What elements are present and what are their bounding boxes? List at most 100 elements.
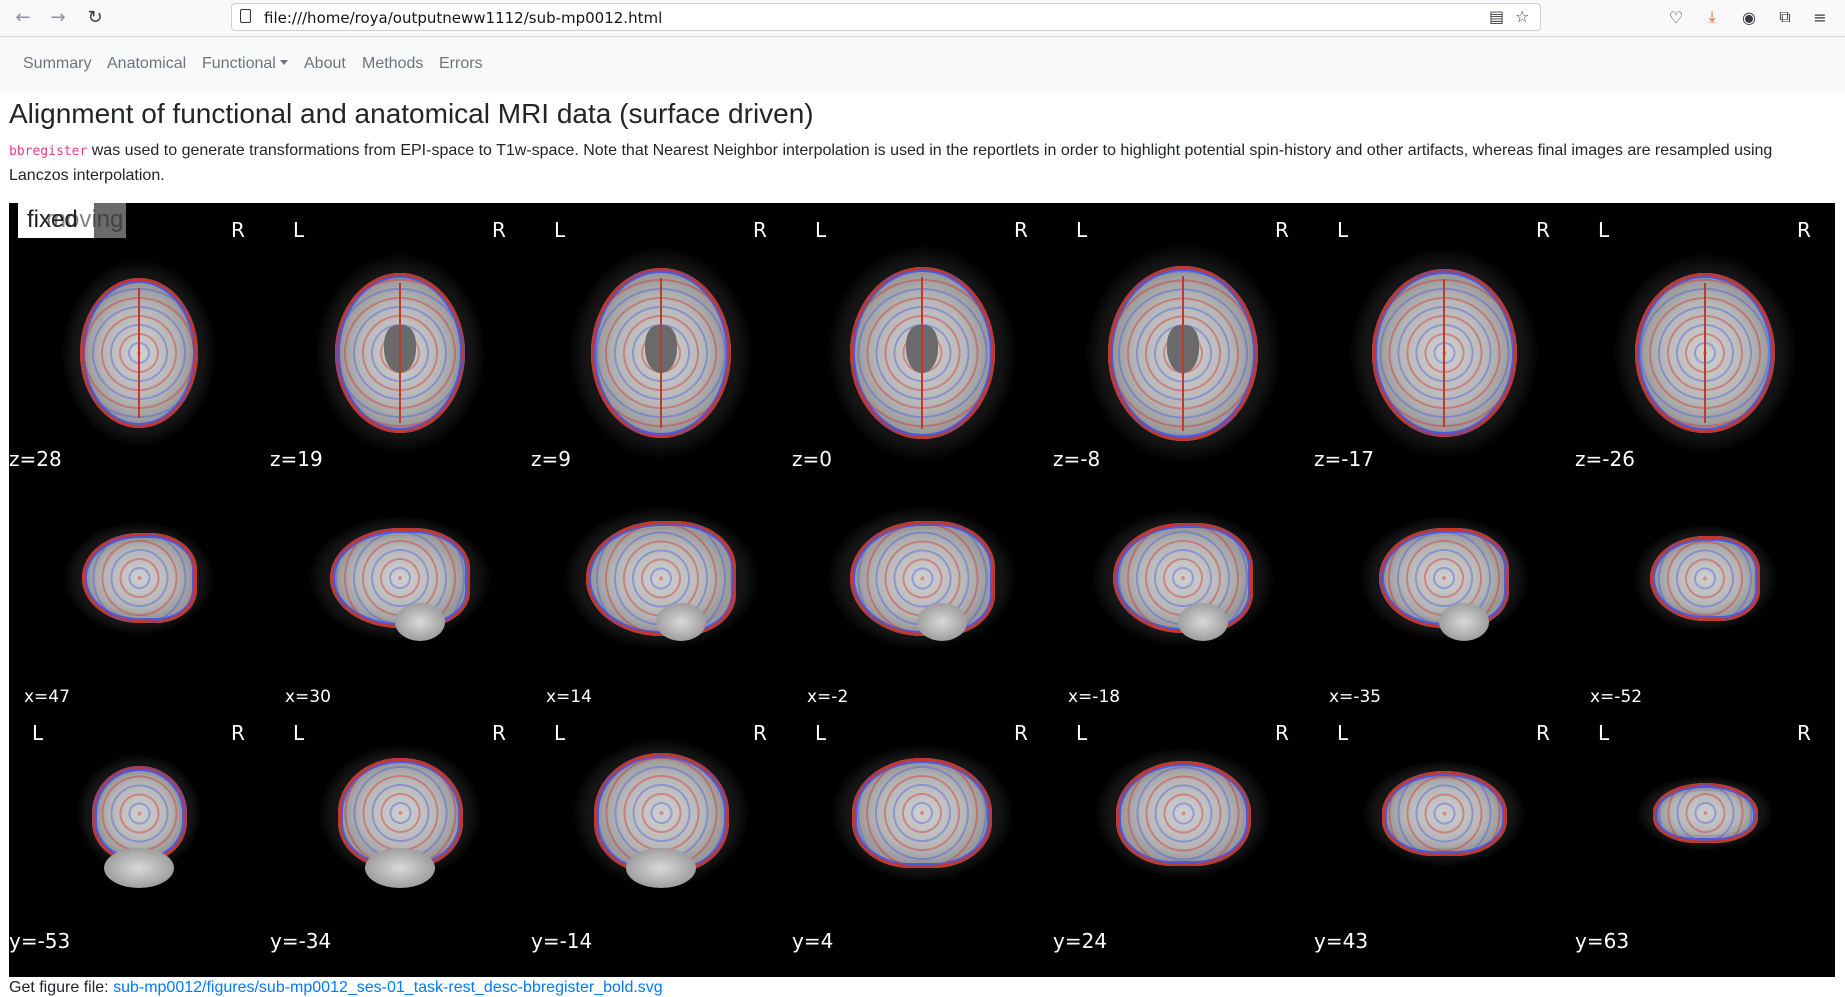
description-text: was used to generate transformations fro… <box>9 142 1773 184</box>
right-orientation-label: R <box>231 218 245 242</box>
download-icon[interactable]: ⤓ <box>1708 7 1716 26</box>
sagittal-brain-slice <box>81 533 197 623</box>
back-arrow-icon[interactable]: ← <box>15 6 31 28</box>
axial-coordinate-label: z=-26 <box>1575 447 1635 471</box>
figure-file-prefix: Get figure file: <box>9 979 109 996</box>
right-orientation-label: R <box>1536 218 1550 242</box>
coronal-coordinate-label: y=4 <box>792 929 834 953</box>
left-orientation-label: L <box>1337 721 1349 745</box>
forward-arrow-icon[interactable]: → <box>50 6 66 28</box>
left-orientation-label: L <box>32 721 44 745</box>
left-orientation-label: L <box>1598 218 1610 242</box>
caret-down-icon <box>279 60 288 65</box>
surface-contours <box>1381 770 1507 856</box>
axial-coordinate-label: z=-8 <box>1053 447 1101 471</box>
nav-methods[interactable]: Methods <box>362 55 424 72</box>
cerebellum <box>365 848 435 888</box>
sagittal-coordinate-label: x=47 <box>24 687 70 707</box>
nav-errors[interactable]: Errors <box>439 55 483 72</box>
cerebellum <box>104 848 174 888</box>
midline <box>1443 279 1445 427</box>
account-icon[interactable]: ◉ <box>1742 7 1756 27</box>
cerebellum <box>656 603 706 641</box>
axial-brain-slice <box>849 267 995 439</box>
coronal-brain-slice <box>1652 783 1758 843</box>
surface-contours <box>81 533 197 623</box>
coronal-coordinate-label: y=24 <box>1053 929 1108 953</box>
surface-contours <box>1115 760 1251 866</box>
toggle-fixed-label: fixed <box>27 206 78 233</box>
coronal-brain-slice <box>852 758 992 868</box>
left-orientation-label: L <box>554 218 566 242</box>
left-orientation-label: L <box>815 218 827 242</box>
coronal-coordinate-label: y=43 <box>1314 929 1369 953</box>
right-orientation-label: R <box>492 218 506 242</box>
nav-functional[interactable]: Functional <box>202 55 288 73</box>
right-orientation-label: R <box>1275 218 1289 242</box>
midline <box>921 277 923 429</box>
toggle-moving-label: moving <box>46 206 124 233</box>
right-orientation-label: R <box>1275 721 1289 745</box>
toggle-fixed-area <box>18 203 94 238</box>
left-orientation-label: L <box>1598 721 1610 745</box>
axial-brain-slice <box>1371 269 1517 437</box>
left-orientation-label: L <box>815 721 827 745</box>
sagittal-coordinate-label: x=14 <box>546 687 592 707</box>
cerebellum <box>395 603 445 641</box>
coronal-coordinate-label: y=-53 <box>9 929 71 953</box>
bookmark-star-icon[interactable]: ☆ <box>1515 7 1530 26</box>
cerebellum <box>626 848 696 888</box>
nav-anatomical[interactable]: Anatomical <box>107 55 187 72</box>
midline <box>1182 275 1184 431</box>
axial-coordinate-label: z=19 <box>270 447 323 471</box>
reload-icon[interactable]: ↻ <box>87 6 103 28</box>
axial-brain-slice <box>1635 273 1775 433</box>
left-orientation-label: L <box>293 721 305 745</box>
surface-contours <box>1652 783 1758 843</box>
url-bar[interactable]: file:///home/roya/outputneww1112/sub-mp0… <box>231 3 1541 31</box>
figure-file-link-row: Get figure file: sub-mp0012/figures/sub-… <box>9 979 663 997</box>
extensions-icon[interactable]: ⧉ <box>1779 7 1791 26</box>
right-orientation-label: R <box>1536 721 1550 745</box>
left-orientation-label: L <box>554 721 566 745</box>
coronal-coordinate-label: y=-14 <box>531 929 593 953</box>
axial-coordinate-label: z=28 <box>9 447 62 471</box>
url-text[interactable]: file:///home/roya/outputneww1112/sub-mp0… <box>264 9 663 27</box>
pocket-icon[interactable]: ♡ <box>1668 7 1684 27</box>
axial-coordinate-label: z=-17 <box>1314 447 1374 471</box>
midline <box>1704 283 1706 423</box>
cerebellum <box>917 603 967 641</box>
nav-about[interactable]: About <box>304 55 346 72</box>
axial-coordinate-label: z=9 <box>531 447 571 471</box>
surface-contours <box>1650 535 1760 621</box>
midline <box>399 283 401 423</box>
fixed-moving-toggle[interactable]: fixed moving <box>18 203 126 238</box>
menu-icon[interactable]: ≡ <box>1813 7 1827 27</box>
left-orientation-label: L <box>1337 218 1349 242</box>
browser-toolbar: ← → ↻ file:///home/roya/outputneww1112/s… <box>0 0 1845 37</box>
nav-functional-label: Functional <box>202 55 276 72</box>
sagittal-coordinate-label: x=-52 <box>1590 687 1643 707</box>
right-orientation-label: R <box>1797 218 1811 242</box>
sagittal-brain-slice <box>1650 535 1760 621</box>
figure-file-link[interactable]: sub-mp0012/figures/sub-mp0012_ses-01_tas… <box>113 979 663 996</box>
axial-brain-slice <box>80 278 198 428</box>
reader-mode-icon[interactable]: ▤ <box>1489 7 1505 26</box>
coronal-coordinate-label: y=-34 <box>270 929 332 953</box>
cerebellum <box>1439 603 1489 641</box>
section-title: Alignment of functional and anatomical M… <box>9 98 814 129</box>
right-orientation-label: R <box>753 218 767 242</box>
coronal-brain-slice <box>91 765 187 861</box>
section-description: bbregister was used to generate transfor… <box>9 139 1829 188</box>
right-orientation-label: R <box>1014 218 1028 242</box>
sagittal-coordinate-label: x=-35 <box>1329 687 1382 707</box>
report-navbar: Summary Anatomical Functional About Meth… <box>0 37 1845 92</box>
coronal-coordinate-label: y=63 <box>1575 929 1630 953</box>
nav-summary[interactable]: Summary <box>23 55 92 72</box>
surface-contours <box>852 758 992 868</box>
right-orientation-label: R <box>1014 721 1028 745</box>
midline <box>138 288 140 418</box>
axial-brain-slice <box>335 273 465 433</box>
left-orientation-label: L <box>293 218 305 242</box>
